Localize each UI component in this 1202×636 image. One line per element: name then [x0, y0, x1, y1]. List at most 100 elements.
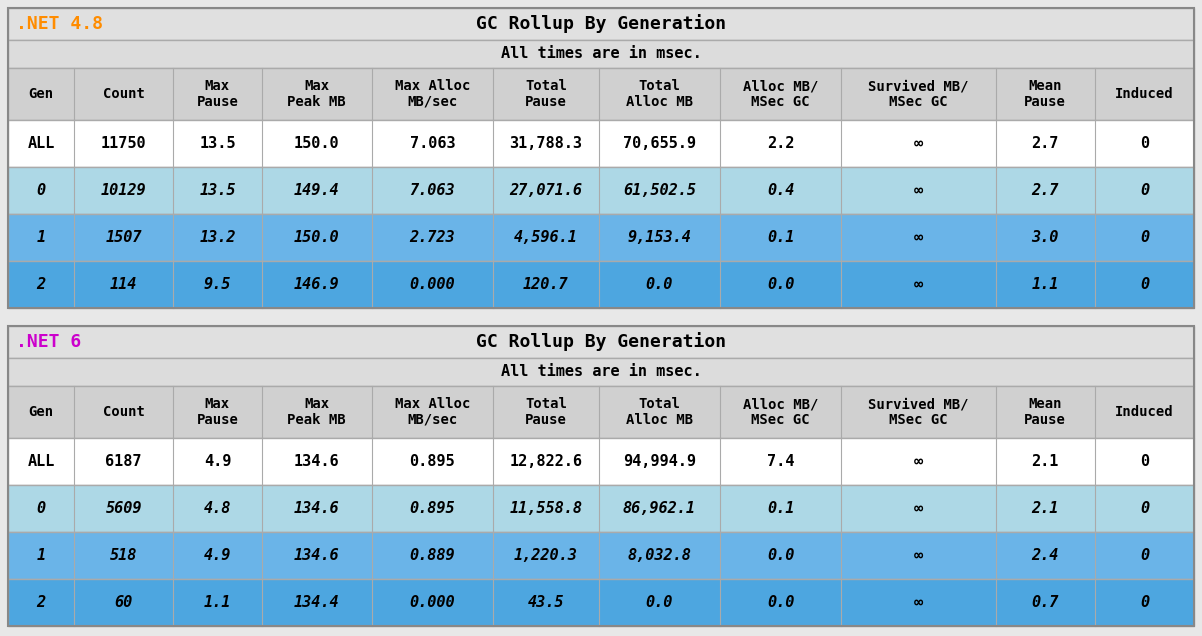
Bar	[8, 120, 1194, 167]
Bar	[8, 326, 1194, 358]
Text: Max
Peak MB: Max Peak MB	[287, 398, 346, 427]
Text: 0.0: 0.0	[767, 548, 795, 563]
Bar	[8, 167, 1194, 214]
Text: 60: 60	[114, 595, 133, 610]
Text: 0.0: 0.0	[767, 595, 795, 610]
Bar	[8, 438, 1194, 485]
Text: 9.5: 9.5	[203, 277, 231, 292]
Text: 2.7: 2.7	[1031, 136, 1059, 151]
Text: 2: 2	[36, 595, 46, 610]
Text: 13.2: 13.2	[200, 230, 236, 245]
Text: 4,596.1: 4,596.1	[514, 230, 578, 245]
Bar	[8, 485, 1194, 532]
Text: 0: 0	[1139, 501, 1149, 516]
Text: 10129: 10129	[101, 183, 147, 198]
Text: 0.889: 0.889	[410, 548, 456, 563]
Text: Survived MB/
MSec GC: Survived MB/ MSec GC	[868, 398, 969, 427]
Bar	[8, 40, 1194, 68]
Text: ∞: ∞	[914, 595, 923, 610]
Text: 7.063: 7.063	[410, 136, 456, 151]
Text: 134.4: 134.4	[293, 595, 339, 610]
Bar	[8, 532, 1194, 579]
Text: ∞: ∞	[914, 548, 923, 563]
Text: 8,032.8: 8,032.8	[627, 548, 691, 563]
Text: 0: 0	[1139, 230, 1149, 245]
Text: 1: 1	[36, 230, 46, 245]
Text: 2.2: 2.2	[767, 136, 795, 151]
Text: 0.4: 0.4	[767, 183, 795, 198]
Text: 149.4: 149.4	[293, 183, 339, 198]
Text: 0.1: 0.1	[767, 230, 795, 245]
Text: ALL: ALL	[28, 454, 55, 469]
Text: Max
Peak MB: Max Peak MB	[287, 80, 346, 109]
Text: 0.0: 0.0	[767, 277, 795, 292]
Text: Mean
Pause: Mean Pause	[1024, 80, 1066, 109]
Text: ∞: ∞	[914, 454, 923, 469]
Text: 31,788.3: 31,788.3	[510, 136, 583, 151]
Text: 0: 0	[1139, 595, 1149, 610]
Text: All times are in msec.: All times are in msec.	[500, 364, 702, 380]
Text: 61,502.5: 61,502.5	[623, 183, 696, 198]
Text: All times are in msec.: All times are in msec.	[500, 46, 702, 62]
Text: Total
Alloc MB: Total Alloc MB	[626, 398, 692, 427]
Text: 4.9: 4.9	[203, 454, 231, 469]
Text: 150.0: 150.0	[293, 230, 339, 245]
Text: 0: 0	[1139, 548, 1149, 563]
Text: 2.7: 2.7	[1031, 183, 1059, 198]
Text: 27,071.6: 27,071.6	[510, 183, 583, 198]
Text: 0: 0	[1139, 454, 1149, 469]
Text: Total
Pause: Total Pause	[525, 398, 567, 427]
Text: 120.7: 120.7	[523, 277, 569, 292]
Text: 1,220.3: 1,220.3	[514, 548, 578, 563]
Text: 0: 0	[1139, 136, 1149, 151]
Text: 5609: 5609	[106, 501, 142, 516]
Text: 134.6: 134.6	[293, 454, 339, 469]
Text: 0.895: 0.895	[410, 501, 456, 516]
Text: 0.0: 0.0	[645, 595, 673, 610]
Bar	[8, 8, 1194, 308]
Text: 0.1: 0.1	[767, 501, 795, 516]
Text: 150.0: 150.0	[293, 136, 339, 151]
Text: Gen: Gen	[29, 405, 54, 419]
Text: 1.1: 1.1	[1031, 277, 1059, 292]
Text: ALL: ALL	[28, 136, 55, 151]
Text: 11750: 11750	[101, 136, 147, 151]
Text: Total
Alloc MB: Total Alloc MB	[626, 80, 692, 109]
Bar	[8, 579, 1194, 626]
Text: ∞: ∞	[914, 501, 923, 516]
Text: 3.0: 3.0	[1031, 230, 1059, 245]
Text: 0.7: 0.7	[1031, 595, 1059, 610]
Text: 0.000: 0.000	[410, 595, 456, 610]
Bar	[8, 386, 1194, 438]
Text: 7.4: 7.4	[767, 454, 795, 469]
Text: Total
Pause: Total Pause	[525, 80, 567, 109]
Text: 1: 1	[36, 548, 46, 563]
Text: 0.0: 0.0	[645, 277, 673, 292]
Text: ∞: ∞	[914, 277, 923, 292]
Text: Gen: Gen	[29, 87, 54, 101]
Text: 114: 114	[111, 277, 137, 292]
Text: 0.895: 0.895	[410, 454, 456, 469]
Text: Max Alloc
MB/sec: Max Alloc MB/sec	[394, 80, 470, 109]
Text: Induced: Induced	[1115, 405, 1173, 419]
Text: 2.1: 2.1	[1031, 454, 1059, 469]
Text: Mean
Pause: Mean Pause	[1024, 398, 1066, 427]
Text: 2.723: 2.723	[410, 230, 456, 245]
Bar	[8, 8, 1194, 40]
Text: Induced: Induced	[1115, 87, 1173, 101]
Text: Count: Count	[103, 87, 144, 101]
Text: 0: 0	[36, 183, 46, 198]
Text: Max
Pause: Max Pause	[196, 80, 238, 109]
Text: ∞: ∞	[914, 136, 923, 151]
Text: 9,153.4: 9,153.4	[627, 230, 691, 245]
Text: 4.8: 4.8	[203, 501, 231, 516]
Text: 1507: 1507	[106, 230, 142, 245]
Text: Alloc MB/
MSec GC: Alloc MB/ MSec GC	[743, 80, 819, 109]
Text: 134.6: 134.6	[293, 501, 339, 516]
Text: 2.4: 2.4	[1031, 548, 1059, 563]
Text: 43.5: 43.5	[528, 595, 564, 610]
Text: 1.1: 1.1	[203, 595, 231, 610]
Text: 13.5: 13.5	[200, 136, 236, 151]
Text: 6187: 6187	[106, 454, 142, 469]
Bar	[8, 261, 1194, 308]
